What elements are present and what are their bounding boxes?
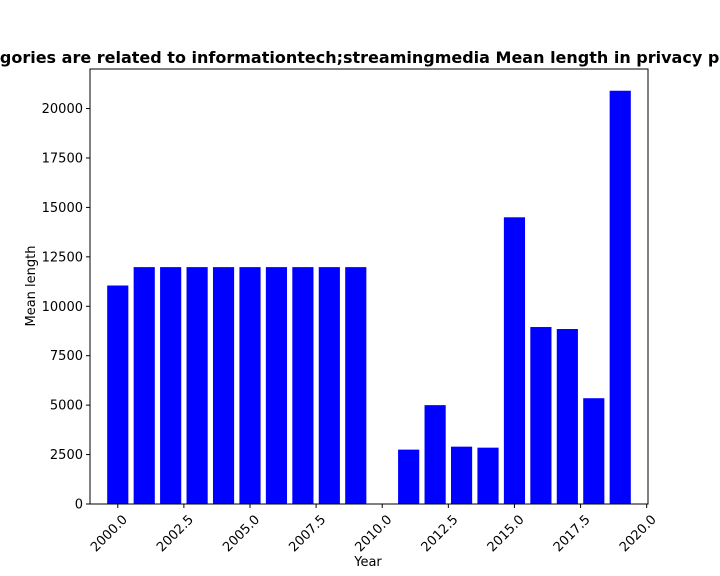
bar-2005 — [239, 267, 261, 504]
y-tick-label: 0 — [75, 498, 83, 513]
chart-title: Categories are related to informationtec… — [0, 48, 720, 67]
y-axis-label: Mean length — [24, 246, 39, 327]
bar-2011 — [398, 449, 420, 505]
x-tick-label: 2005.0 — [220, 512, 263, 555]
y-tick-label: 7500 — [50, 349, 83, 364]
bar-2003 — [186, 267, 208, 504]
bar-2012 — [424, 405, 446, 504]
bar-2013 — [450, 446, 473, 504]
bar-2017 — [556, 329, 578, 504]
bar-2002 — [160, 267, 182, 504]
bar-2000 — [107, 285, 129, 504]
y-tick-label: 20000 — [42, 102, 83, 117]
bar-2008 — [318, 267, 340, 504]
bar-2007 — [292, 267, 314, 504]
x-tick-label: 2020.0 — [617, 512, 660, 555]
bar-2014 — [477, 447, 499, 504]
bars-group — [107, 90, 631, 505]
y-tick-label: 10000 — [42, 300, 83, 315]
x-tick-label: 2012.5 — [419, 512, 462, 555]
x-tick-label: 2010.0 — [352, 512, 395, 555]
y-tick-label: 2500 — [50, 448, 83, 463]
bar-2004 — [212, 267, 235, 504]
y-tick-label: 12500 — [42, 250, 83, 265]
plot-frame — [89, 68, 649, 505]
bar-2018 — [583, 398, 605, 504]
bar-2006 — [265, 267, 288, 504]
y-tick-label: 17500 — [42, 151, 83, 166]
bar-2016 — [530, 327, 552, 504]
y-tick-label: 15000 — [42, 201, 83, 216]
bar-2009 — [345, 267, 367, 504]
bar-2001 — [133, 267, 155, 504]
x-tick-label: 2000.0 — [88, 512, 131, 555]
x-tick-label: 2002.5 — [154, 512, 197, 555]
x-tick-label: 2015.0 — [485, 512, 528, 555]
bar-2019 — [609, 90, 631, 504]
x-axis-label: Year — [353, 555, 382, 570]
y-tick-label: 5000 — [50, 399, 83, 414]
x-tick-label: 2017.5 — [551, 512, 594, 555]
x-tick-label: 2007.5 — [286, 512, 329, 555]
bar-2015 — [503, 217, 526, 505]
